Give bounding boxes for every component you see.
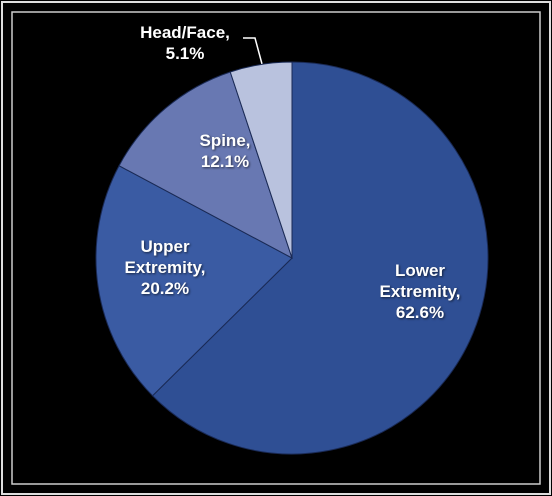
slice-value-label: 5.1% (165, 44, 205, 63)
pie-slice (229, 61, 293, 259)
slice-value-label: 20.2% (140, 279, 190, 298)
slice-label: Upper Extremity, 20.2% (110, 236, 220, 299)
slice-value-label: 12.1% (200, 152, 250, 171)
pie-slice (118, 71, 293, 260)
pie-slice (151, 61, 489, 455)
slice-label: Lower Extremity, 62.6% (360, 260, 480, 323)
slice-category-label: Upper Extremity, (124, 237, 206, 277)
slice-category-label: Spine, (199, 131, 251, 150)
slice-category-label: Lower Extremity, (379, 261, 461, 301)
leader-line (243, 37, 263, 65)
slice-value-label: 62.6% (395, 303, 445, 322)
pie-slice (95, 165, 293, 397)
slice-label: Spine, 12.1% (190, 130, 260, 172)
slice-label: Head/Face, 5.1% (120, 22, 250, 64)
slice-category-label: Head/Face, (140, 23, 230, 42)
